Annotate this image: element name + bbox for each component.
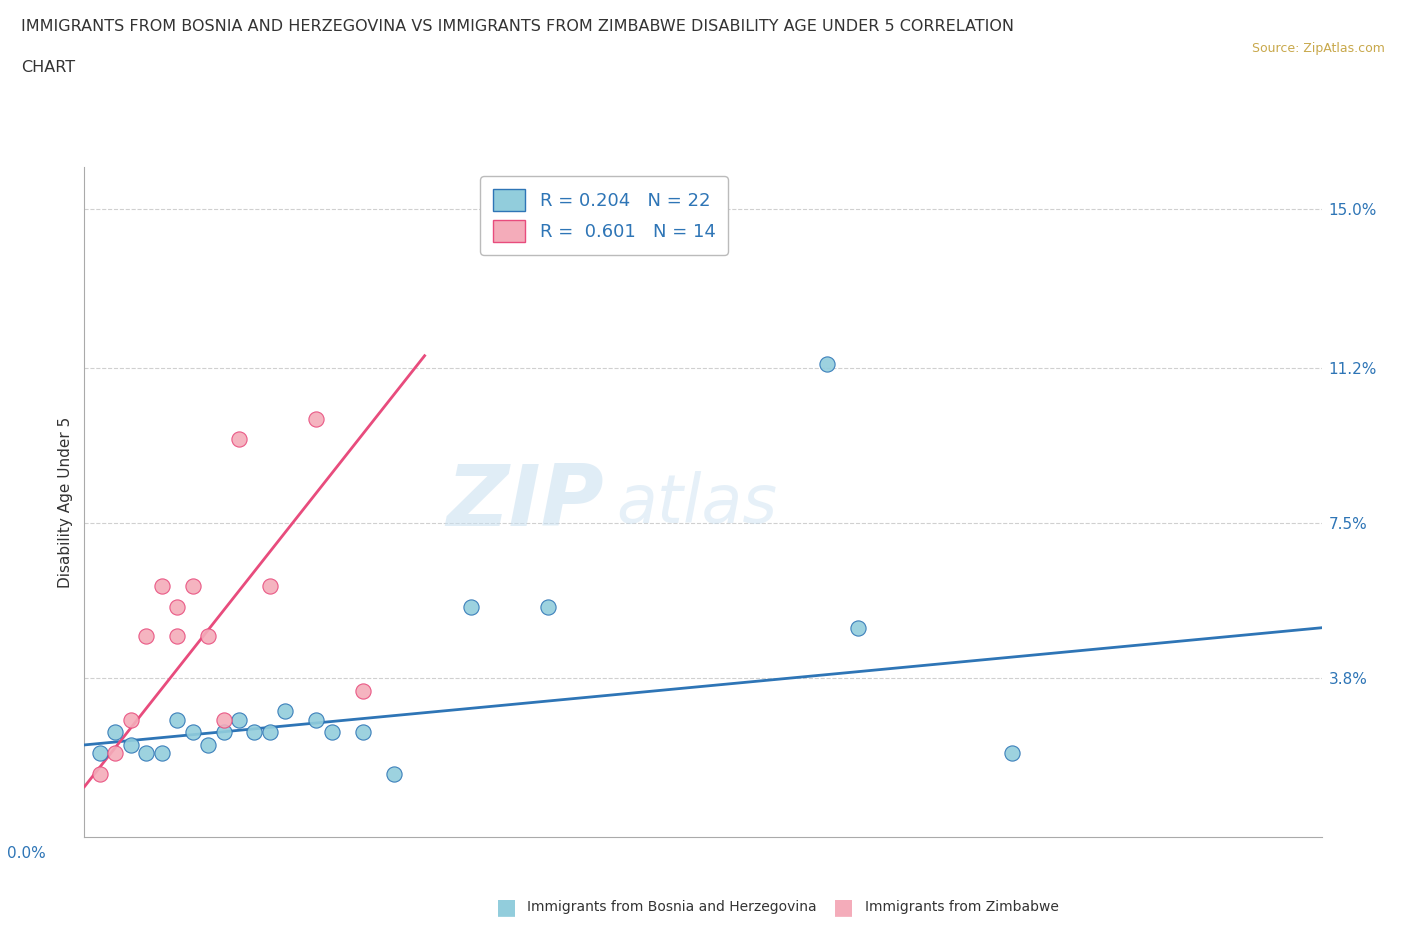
Point <box>321 725 343 740</box>
Legend: R = 0.204   N = 22, R =  0.601   N = 14: R = 0.204 N = 22, R = 0.601 N = 14 <box>479 177 728 255</box>
Point <box>89 746 111 761</box>
Point <box>274 704 297 719</box>
Text: ■: ■ <box>834 897 853 917</box>
Point <box>120 737 142 752</box>
Text: ZIP: ZIP <box>446 460 605 544</box>
Y-axis label: Disability Age Under 5: Disability Age Under 5 <box>58 417 73 588</box>
Point <box>352 683 374 698</box>
Point <box>166 712 188 727</box>
Point <box>166 600 188 615</box>
Point <box>212 712 235 727</box>
Point <box>1001 746 1024 761</box>
Point <box>120 712 142 727</box>
Point <box>815 357 838 372</box>
Point <box>181 725 204 740</box>
Text: atlas: atlas <box>616 472 778 538</box>
Point <box>104 746 127 761</box>
Point <box>197 629 219 644</box>
Point <box>181 578 204 593</box>
Text: 0.0%: 0.0% <box>7 845 46 860</box>
Point <box>243 725 266 740</box>
Point <box>259 725 281 740</box>
Point <box>150 578 173 593</box>
Point <box>197 737 219 752</box>
Point <box>305 411 328 426</box>
Point <box>150 746 173 761</box>
Point <box>212 725 235 740</box>
Point <box>104 725 127 740</box>
Point <box>228 432 250 447</box>
Point <box>228 712 250 727</box>
Point <box>537 600 560 615</box>
Point <box>135 746 157 761</box>
Point <box>89 766 111 781</box>
Point <box>259 578 281 593</box>
Point <box>135 629 157 644</box>
Point <box>846 620 869 635</box>
Text: Source: ZipAtlas.com: Source: ZipAtlas.com <box>1251 42 1385 55</box>
Text: Immigrants from Zimbabwe: Immigrants from Zimbabwe <box>865 899 1059 914</box>
Point <box>305 712 328 727</box>
Text: IMMIGRANTS FROM BOSNIA AND HERZEGOVINA VS IMMIGRANTS FROM ZIMBABWE DISABILITY AG: IMMIGRANTS FROM BOSNIA AND HERZEGOVINA V… <box>21 19 1014 33</box>
Text: CHART: CHART <box>21 60 75 75</box>
Text: ■: ■ <box>496 897 516 917</box>
Point <box>166 629 188 644</box>
Point <box>352 725 374 740</box>
Point <box>382 766 405 781</box>
Text: Immigrants from Bosnia and Herzegovina: Immigrants from Bosnia and Herzegovina <box>527 899 817 914</box>
Point <box>460 600 482 615</box>
